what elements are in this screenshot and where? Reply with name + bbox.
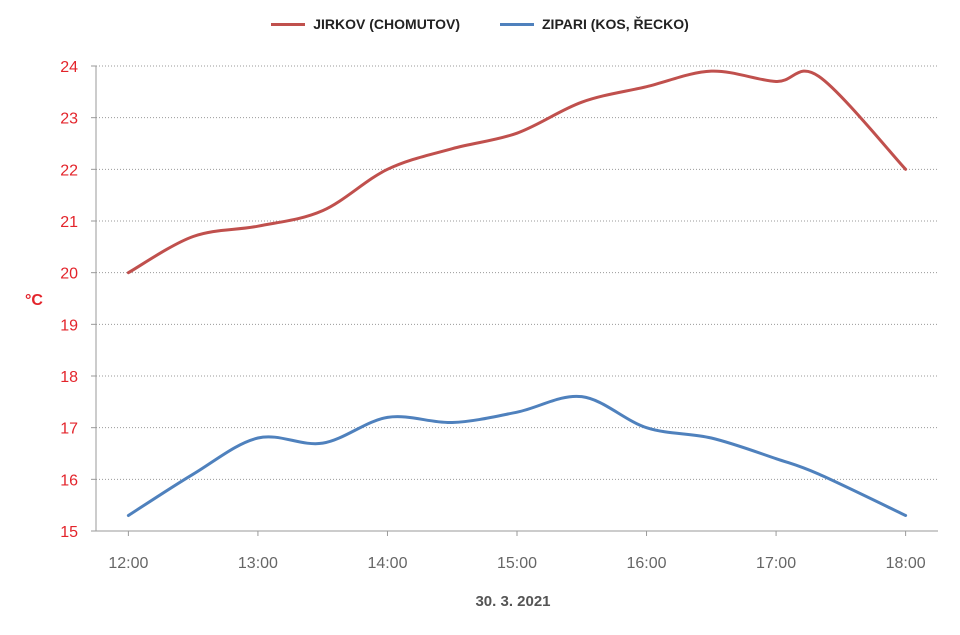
x-axis-title: 30. 3. 2021 bbox=[475, 593, 550, 610]
x-tick-label-0: 12:00 bbox=[108, 555, 148, 572]
x-tick-label-2: 14:00 bbox=[367, 555, 407, 572]
y-tick-label-17: 17 bbox=[60, 421, 78, 438]
y-tick-label-21: 21 bbox=[60, 214, 78, 231]
x-tick-label-5: 17:00 bbox=[756, 555, 796, 572]
x-tick-label-4: 16:00 bbox=[627, 555, 667, 572]
legend-label-jirkov: JIRKOV (CHOMUTOV) bbox=[313, 16, 460, 32]
series-line-1 bbox=[126, 394, 908, 517]
y-axis-title: °C bbox=[25, 292, 43, 309]
y-tick-label-18: 18 bbox=[60, 369, 78, 386]
legend-item-jirkov: JIRKOV (CHOMUTOV) bbox=[271, 16, 460, 32]
y-tick-label-24: 24 bbox=[60, 59, 78, 76]
series-line-0 bbox=[126, 69, 908, 275]
x-tick-label-1: 13:00 bbox=[238, 555, 278, 572]
legend-label-zipari: ZIPARI (KOS, ŘECKO) bbox=[542, 16, 689, 32]
legend-swatch-zipari bbox=[500, 22, 534, 26]
y-tick-label-19: 19 bbox=[60, 317, 78, 334]
y-tick-label-16: 16 bbox=[60, 472, 78, 489]
y-tick-label-20: 20 bbox=[60, 266, 78, 283]
x-tick-label-3: 15:00 bbox=[497, 555, 537, 572]
y-tick-label-22: 22 bbox=[60, 162, 78, 179]
legend-swatch-jirkov bbox=[271, 22, 306, 26]
legend: JIRKOV (CHOMUTOV) ZIPARI (KOS, ŘECKO) bbox=[0, 16, 960, 32]
x-tick-label-6: 18:00 bbox=[886, 555, 926, 572]
y-tick-label-23: 23 bbox=[60, 111, 78, 128]
legend-item-zipari: ZIPARI (KOS, ŘECKO) bbox=[500, 16, 689, 32]
y-tick-label-15: 15 bbox=[60, 524, 78, 541]
